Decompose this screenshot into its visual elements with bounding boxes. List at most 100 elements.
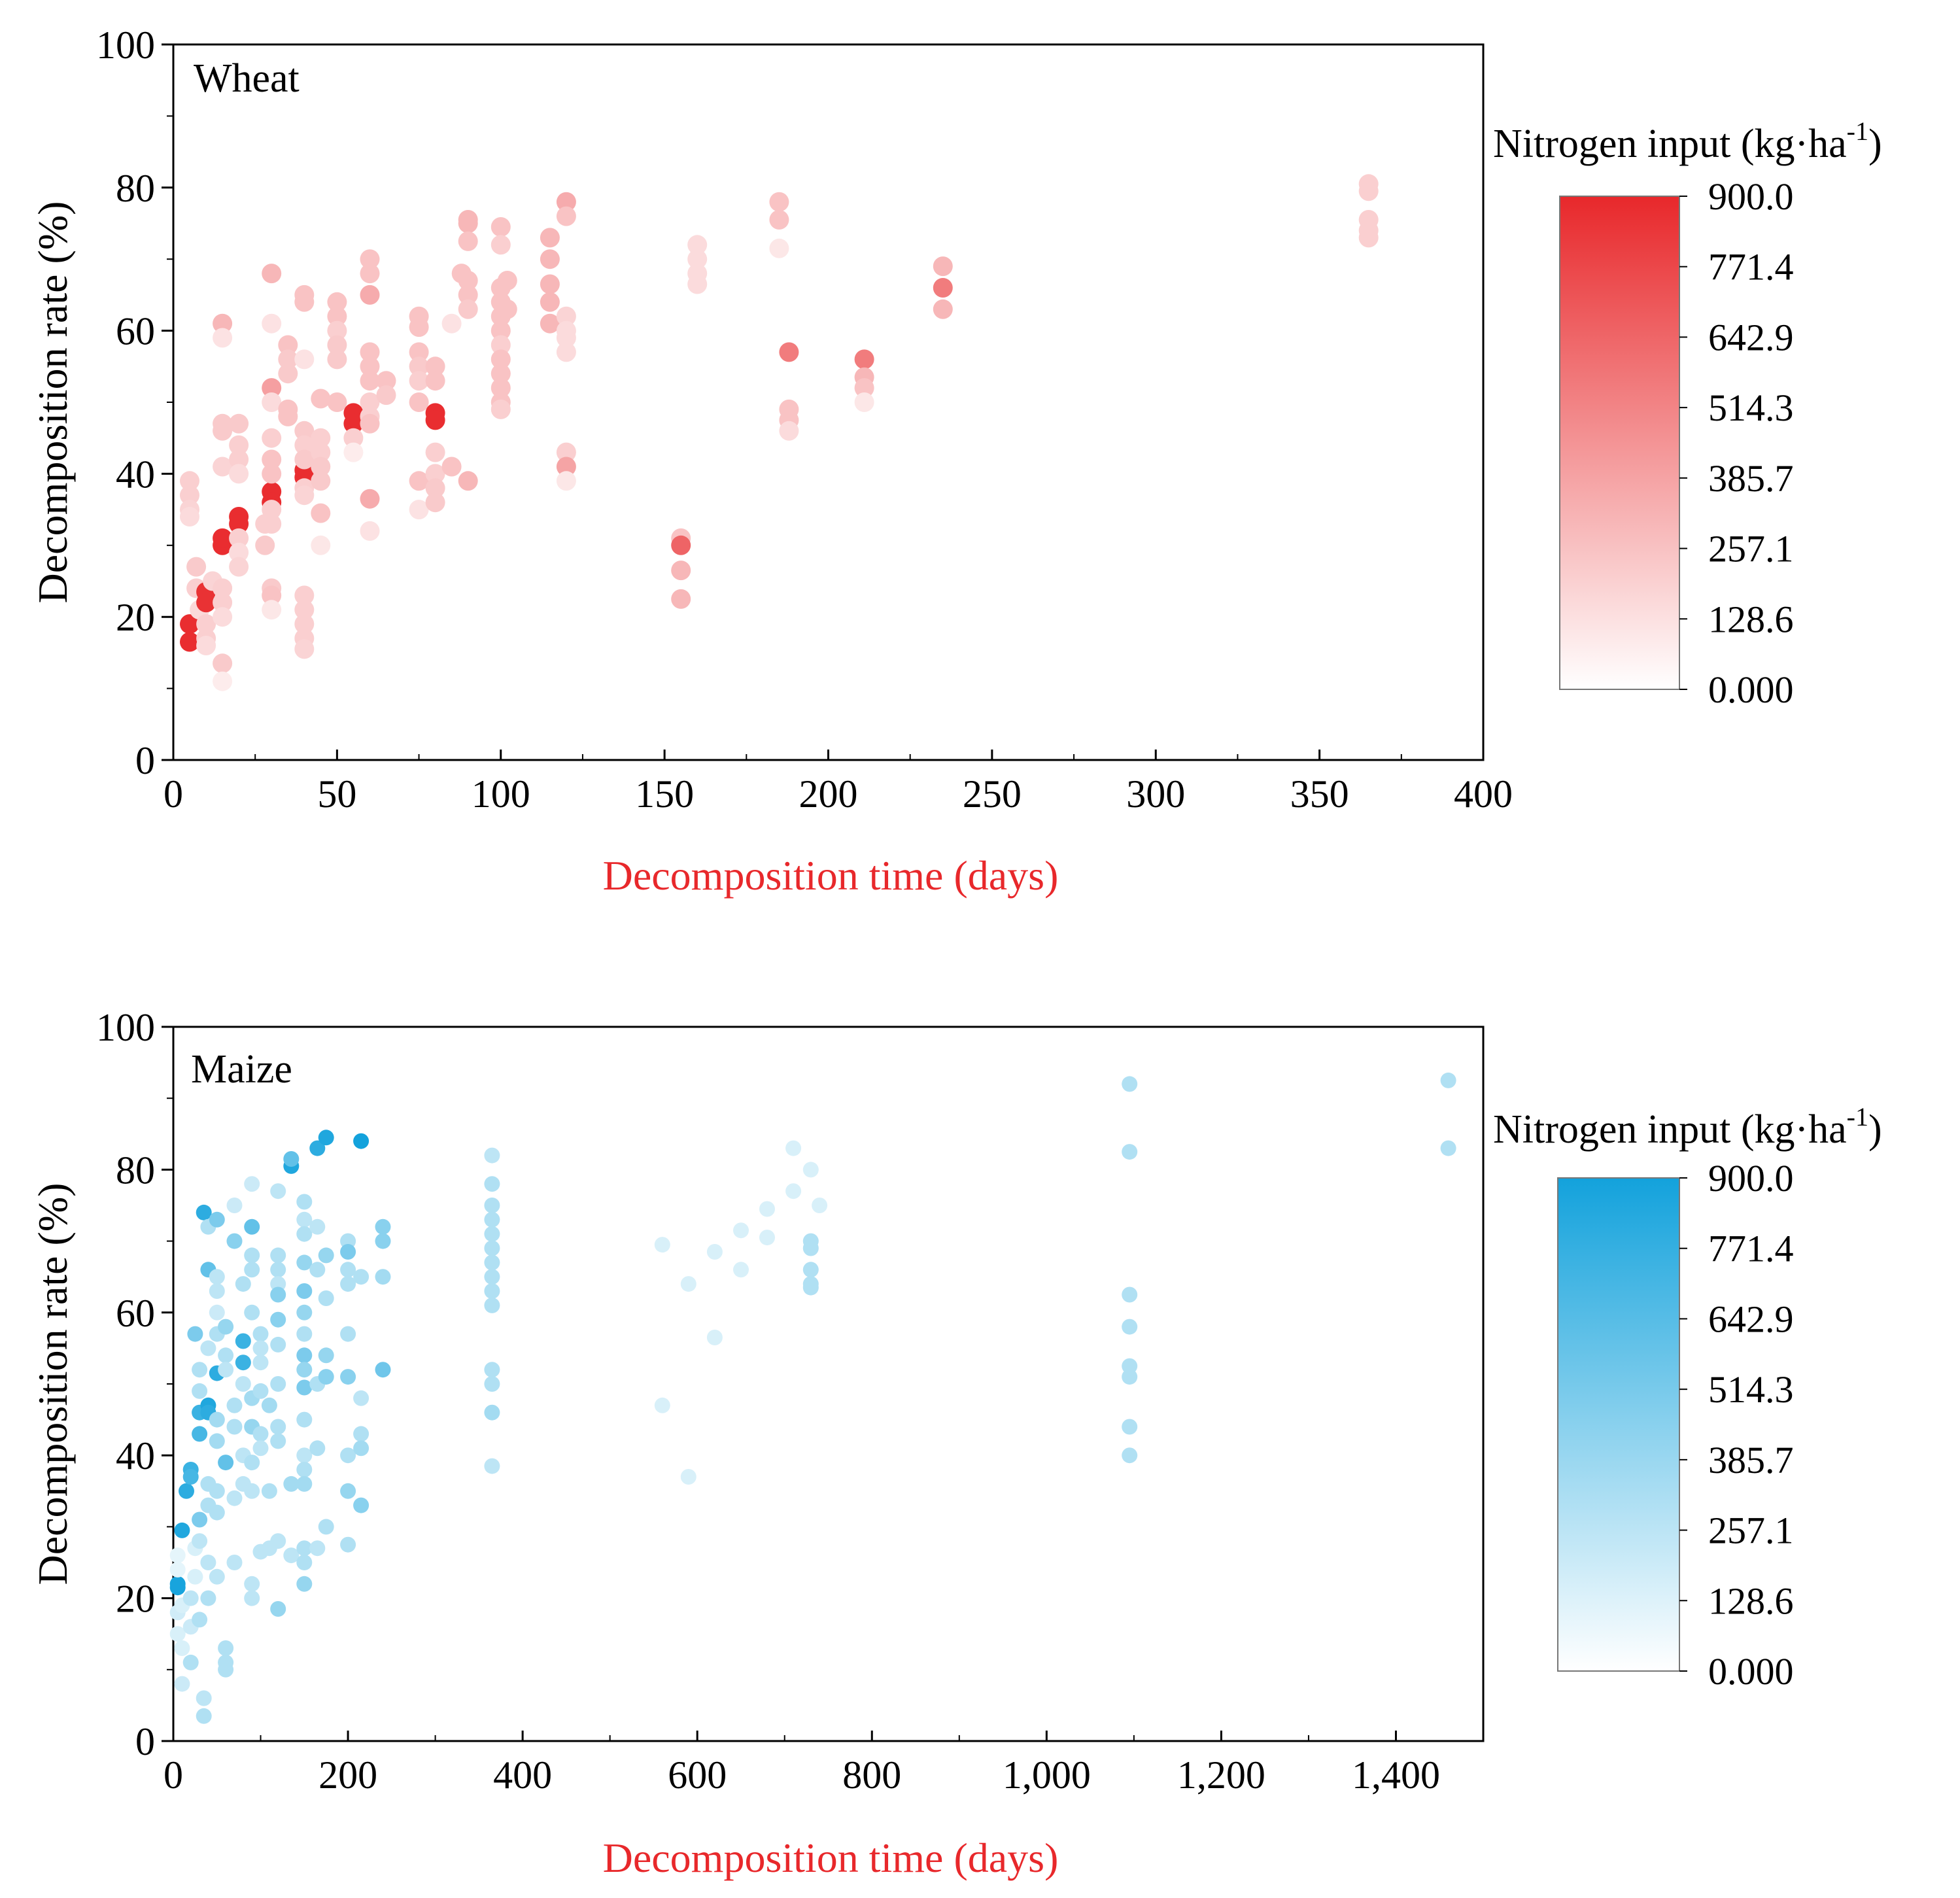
data-point [490,349,511,370]
panel-label: Maize [191,1047,292,1092]
x-tick-label: 800 [842,1753,901,1797]
y-tick-label: 80 [116,167,155,210]
data-point [192,1383,208,1399]
data-point [706,1244,723,1260]
colorbar-tick-label: 128.6 [1708,598,1794,640]
data-point [311,535,331,555]
data-point [278,364,298,384]
data-point [779,421,799,441]
data-point [1122,1144,1138,1160]
data-point [213,607,233,627]
data-point [854,378,874,398]
data-point [261,1483,277,1499]
data-point [296,1326,313,1342]
data-point [262,392,282,412]
data-point [360,521,380,541]
data-point [309,1262,326,1278]
data-point [340,1276,356,1292]
data-point [375,1218,391,1235]
data-point [192,1362,208,1378]
data-point [343,442,364,462]
data-point [244,1247,260,1264]
data-point [296,1254,313,1271]
data-point [283,1547,300,1564]
data-point [294,639,315,659]
data-point [200,1340,216,1356]
data-point [484,1226,500,1242]
data-point [213,578,233,598]
y-tick-label: 0 [135,1720,155,1763]
x-tick-label: 0 [163,772,183,816]
x-tick-label: 1,000 [1003,1753,1091,1797]
colorbar-tick-label: 642.9 [1708,1298,1794,1340]
maize-panel: 0 200 400 600 800 1,000 1,200 1,400 0 20 40 60 80 100… [29,1006,1882,1881]
colorbar-title-main: Nitrogen input (kg·ha [1493,122,1847,166]
data-point [497,299,517,319]
data-point [209,1211,225,1228]
colorbar-ticks: 900.0 771.4 642.9 514.3 385.7 257.1 128.6 0.000 [1679,175,1794,711]
data-point [340,1326,356,1342]
data-point [213,421,233,441]
data-point [311,503,331,523]
data-point [218,1319,234,1335]
y-tick-label: 80 [116,1148,155,1192]
data-point [294,614,315,634]
data-point [200,1590,216,1606]
colorbar-tick-label: 257.1 [1708,528,1794,570]
data-point [179,1483,194,1499]
data-point [802,1262,819,1278]
data-point [196,1204,212,1220]
data-point [318,1290,334,1306]
data-point [182,1469,199,1485]
data-point [556,306,576,326]
data-point [360,342,380,362]
colorbar-tick-label: 514.3 [1708,387,1794,429]
data-point [1358,228,1379,248]
data-point [180,507,199,526]
data-point [802,1279,819,1296]
data-point [425,442,445,462]
data-point [182,1654,199,1670]
data-point [229,413,249,434]
data-point [296,1475,313,1492]
data-point [311,428,331,448]
data-point [218,1362,234,1378]
data-point [933,299,953,319]
data-point [311,471,331,491]
data-point [318,1247,334,1264]
colorbar-tick-label: 385.7 [1708,1439,1794,1481]
data-point [311,388,331,409]
colorbar-tick-label: 900.0 [1708,1157,1794,1199]
data-point [296,1194,313,1210]
data-point [680,1276,696,1292]
data-point [192,1511,208,1528]
data-point [209,1483,225,1499]
data-point [318,1130,334,1146]
data-point [490,378,511,398]
data-point [733,1262,749,1278]
data-point [213,671,233,691]
data-point [556,206,576,226]
data-point [556,342,576,362]
data-point [226,1397,243,1413]
data-point [327,392,347,412]
data-point [340,1262,356,1278]
colorbar-tick-label: 0.000 [1708,668,1794,711]
data-point [556,457,576,477]
data-point [1122,1286,1138,1303]
colorbar-ticks: 900.0 771.4 642.9 514.3 385.7 257.1 128.6 0.000 [1679,1157,1794,1693]
data-point [262,585,282,606]
data-point [340,1369,356,1385]
data-point [270,1533,286,1549]
data-point [270,1247,286,1264]
data-point [441,457,462,477]
data-point [854,349,874,370]
data-point [294,421,315,441]
data-point [262,514,282,534]
data-point [213,313,233,334]
data-point [294,292,315,312]
data-point [484,1404,500,1421]
data-point [706,1330,723,1345]
data-point [169,1626,186,1642]
data-point [283,1151,300,1167]
